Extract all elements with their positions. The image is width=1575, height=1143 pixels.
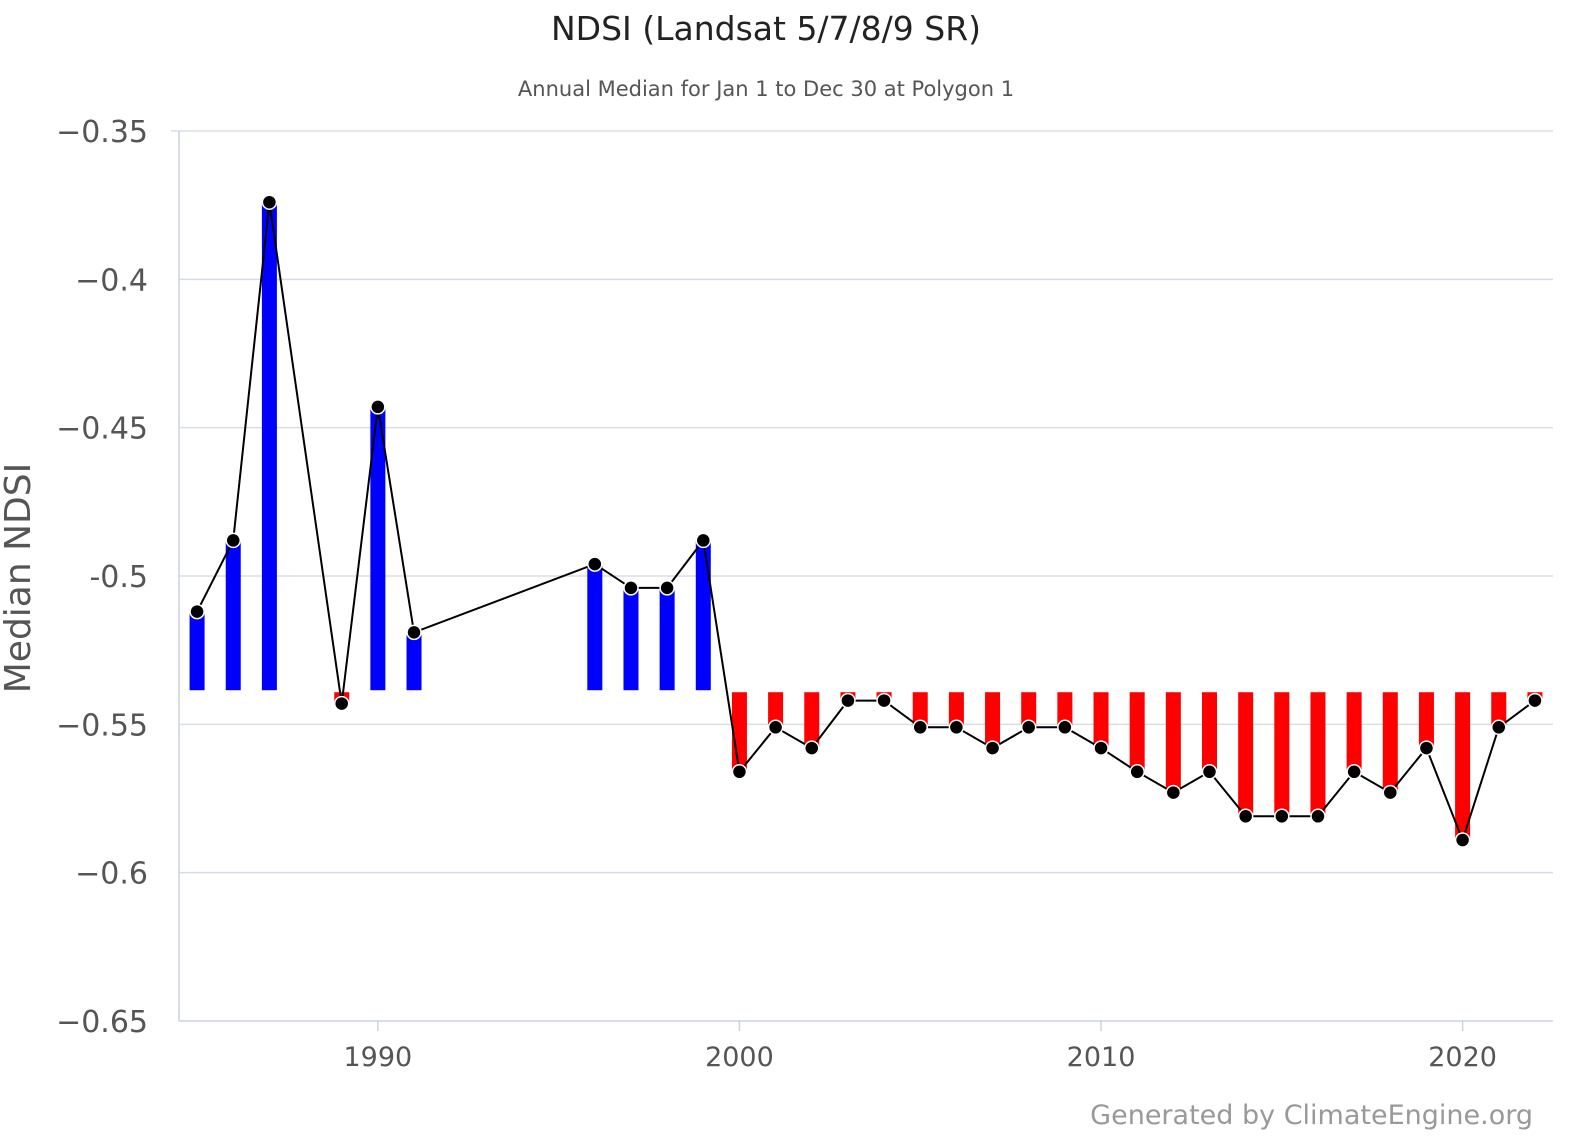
y-tick-label: −0.65 <box>56 1005 148 1040</box>
bar[interactable] <box>1418 692 1434 749</box>
chart-title: NDSI (Landsat 5/7/8/9 SR) <box>551 9 981 48</box>
data-point[interactable] <box>948 719 965 736</box>
bar[interactable] <box>1382 692 1398 793</box>
x-tick-label: 2000 <box>705 1042 774 1073</box>
y-tick-label: −0.4 <box>75 263 148 298</box>
series-line <box>196 202 1536 843</box>
bar[interactable] <box>985 692 1001 749</box>
data-point[interactable] <box>225 532 241 549</box>
data-point[interactable] <box>1418 740 1435 756</box>
data-point[interactable] <box>333 695 350 712</box>
bar[interactable] <box>1346 692 1362 772</box>
bar[interactable] <box>912 692 928 728</box>
y-tick-label: −0.45 <box>56 412 148 447</box>
bar[interactable] <box>225 540 241 691</box>
data-point[interactable] <box>984 740 1001 756</box>
bar[interactable] <box>587 564 603 691</box>
y-tick-label: −0.55 <box>56 708 148 743</box>
data-point[interactable] <box>406 624 422 641</box>
x-tick-label: 2020 <box>1428 1042 1497 1073</box>
bar[interactable] <box>1165 692 1181 793</box>
data-point[interactable] <box>1310 808 1326 825</box>
bar[interactable] <box>1057 692 1073 728</box>
bar[interactable] <box>370 406 386 691</box>
bar[interactable] <box>695 540 711 691</box>
chart-subtitle: Annual Median for Jan 1 to Dec 30 at Pol… <box>518 77 1014 101</box>
data-point[interactable] <box>1201 764 1218 780</box>
bar[interactable] <box>804 692 820 749</box>
bar[interactable] <box>1310 692 1326 817</box>
data-point[interactable] <box>1129 764 1145 780</box>
bar[interactable] <box>1202 692 1217 772</box>
data-point[interactable] <box>912 719 928 736</box>
y-tick-label: −0.6 <box>75 857 148 892</box>
data-point[interactable] <box>1527 692 1543 709</box>
credit-text[interactable]: Generated by ClimateEngine.org <box>1090 1100 1533 1131</box>
data-point[interactable] <box>767 719 784 736</box>
data-point[interactable] <box>1346 764 1362 780</box>
data-point[interactable] <box>1382 784 1399 801</box>
data-point[interactable] <box>876 692 892 709</box>
data-point[interactable] <box>1020 719 1037 736</box>
bar[interactable] <box>189 611 205 691</box>
x-axis-ticks: 1990 2000 2010 2020 <box>344 1021 1497 1073</box>
y-gridlines <box>171 130 1553 874</box>
bar[interactable] <box>1274 692 1290 817</box>
data-point[interactable] <box>1274 808 1290 825</box>
bar[interactable] <box>1238 692 1254 817</box>
bar[interactable] <box>623 587 639 691</box>
y-tick-labels: −0.35 −0.4 −0.45 -0.5 −0.55 −0.6 −0.65 <box>56 115 148 1040</box>
bar[interactable] <box>1491 692 1507 728</box>
x-tick-label: 2010 <box>1067 1042 1136 1073</box>
data-point[interactable] <box>1454 832 1471 848</box>
bars <box>189 202 1543 841</box>
data-point[interactable] <box>1165 784 1182 801</box>
bar[interactable] <box>261 202 277 691</box>
data-point[interactable] <box>261 194 278 210</box>
bar[interactable] <box>948 692 964 728</box>
data-point[interactable] <box>659 580 675 596</box>
y-axis-label: Median NDSI <box>0 463 39 694</box>
data-point[interactable] <box>804 740 820 756</box>
data-point[interactable] <box>1237 808 1254 825</box>
data-point[interactable] <box>1057 719 1073 736</box>
bar[interactable] <box>1455 692 1471 841</box>
data-point[interactable] <box>1491 719 1507 736</box>
bar[interactable] <box>1021 692 1037 728</box>
data-point[interactable] <box>623 580 639 596</box>
data-point[interactable] <box>840 692 856 709</box>
data-point[interactable] <box>587 556 603 572</box>
data-point[interactable] <box>731 764 748 780</box>
bar[interactable] <box>659 587 675 691</box>
data-point[interactable] <box>1093 740 1109 756</box>
bar[interactable] <box>406 632 422 691</box>
bar[interactable] <box>1093 692 1109 749</box>
y-tick-label: -0.5 <box>89 560 148 595</box>
y-tick-label: −0.35 <box>56 115 148 150</box>
data-point[interactable] <box>189 603 205 620</box>
data-point[interactable] <box>695 532 712 549</box>
bar[interactable] <box>768 692 784 728</box>
data-point[interactable] <box>370 399 386 415</box>
bar[interactable] <box>1129 692 1145 772</box>
markers <box>189 194 1543 848</box>
x-tick-label: 1990 <box>344 1042 413 1073</box>
